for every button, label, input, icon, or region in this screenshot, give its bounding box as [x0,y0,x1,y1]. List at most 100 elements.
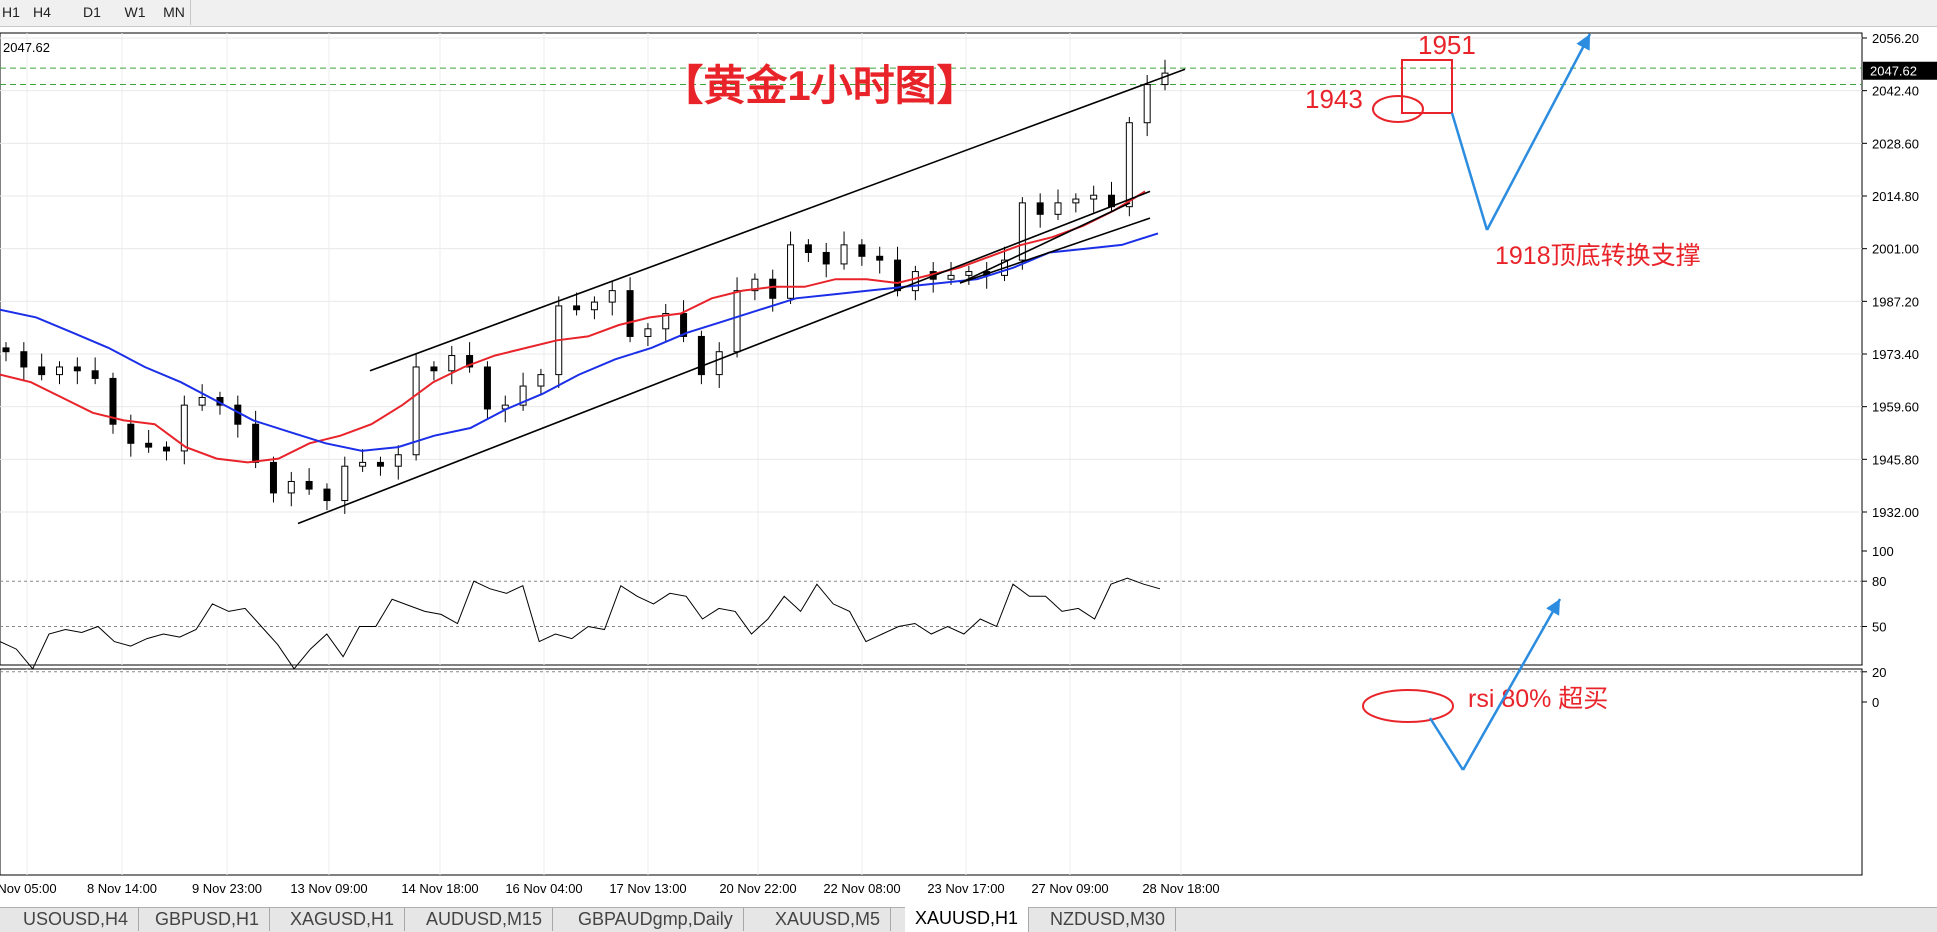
price-tick-label: 2042.40 [1872,84,1919,99]
candle-body [252,423,260,463]
candle-body [466,355,474,368]
timeframe-toolbar: H1 H4 D1 W1 MN [0,0,1937,27]
current-price-label: 2047.62 [1870,64,1917,79]
trendline [959,217,1151,284]
projection-arrow [1450,112,1489,231]
projection-arrow [1485,33,1592,231]
time-tick-label: 28 Nov 18:00 [1142,881,1219,896]
candle-body [573,305,581,311]
candle-body [1143,84,1151,124]
candle-body [947,274,955,280]
projection-arrow [1428,717,1465,771]
candle-body [180,404,188,452]
candle-body [858,244,866,257]
candle-body [697,335,705,376]
price-tick-label: 1973.40 [1872,347,1919,362]
trendlines [297,68,1186,525]
candle-body [769,278,777,299]
candle-body [519,385,527,406]
price-tick-label: 1959.60 [1872,400,1919,415]
tab-gbpusd-h1[interactable]: GBPUSD,H1 [145,908,271,931]
rsi-tick-label: 50 [1872,620,1886,635]
tab-xauusd-h1[interactable]: XAUUSD,H1 [905,907,1030,932]
rsi-frame [0,668,1863,876]
annotation-circle-label: 1943 [1305,84,1363,114]
trendline [959,202,1131,284]
candle-body [1072,198,1080,204]
candle-body [537,374,545,387]
candle-body [341,465,349,502]
annotation-top-label: 1951 [1418,30,1476,60]
candle-body [965,271,973,276]
candle-body [590,301,598,311]
candle-body [662,313,670,330]
candle-body [751,278,759,292]
time-tick-label: 17 Nov 13:00 [609,881,686,896]
candle-body [198,397,206,406]
tab-usousd-h4[interactable]: USOUSD,H4 [13,908,140,931]
candle-body [787,244,795,299]
candle-body [376,461,384,467]
main-chart-frame [0,32,1863,666]
price-tick-label: 1987.20 [1872,294,1919,309]
rsi-tick-label: 80 [1872,574,1886,589]
candle-body [359,461,367,467]
current-price-tag [1863,61,1937,80]
candle-body [1161,72,1169,86]
candle-body [20,351,28,368]
price-tick-label: 2056.20 [1872,31,1919,46]
timeframe-mn-button[interactable]: MN [158,0,191,25]
rsi-tick-label: 100 [1872,544,1894,559]
candle-body [894,259,902,292]
trendline [369,68,1186,372]
candle-body [109,377,117,425]
trendline [297,190,1151,525]
timeframe-d1-button[interactable]: D1 [83,4,101,20]
axes: 2056.20 2042.40 2028.60 2014.80 2001.00 1987.… [0,31,1937,896]
candle-body [822,251,830,265]
price-tick-label: 2001.00 [1872,242,1919,257]
corner-price-label: 2047.62 [3,40,50,55]
candle-body [127,423,135,444]
tab-gbpaudgmp-daily[interactable]: GBPAUDgmp,Daily [568,908,744,931]
projection-arrow [1461,598,1562,771]
candle-body [287,480,295,494]
timeframe-h1-button[interactable]: H1 [2,4,20,20]
candle-body [1090,194,1098,200]
time-tick-label: 8 Nov 14:00 [87,881,157,896]
candle-body [305,480,313,490]
rsi-tick-label: 0 [1872,695,1879,710]
annotation-circle [1372,95,1424,123]
timeframe-w1-button[interactable]: W1 [124,4,146,20]
time-tick-label: Nov 05:00 [0,881,57,896]
candle-body [804,244,812,253]
candle-body [626,290,634,337]
candle-body [38,366,46,376]
candle-body [430,366,438,372]
candle-body [608,290,616,303]
candle-body [91,370,99,379]
candle-body [911,271,919,292]
time-tick-label: 20 Nov 22:00 [719,881,796,896]
timeframe-h4-button[interactable]: H4 [33,4,51,20]
tab-xauusd-m5[interactable]: XAUUSD,M5 [765,908,892,931]
tab-audusd-m15[interactable]: AUDUSD,M15 [416,908,554,931]
candle-body [715,351,723,376]
tab-xagusd-h1[interactable]: XAGUSD,H1 [280,908,406,931]
candle-body [55,366,63,376]
candle-body [840,244,848,265]
tab-nzdusd-m30[interactable]: NZDUSD,M30 [1040,908,1177,931]
candle-body [234,404,242,425]
grid-lines [0,33,1862,875]
annotation-box [1401,59,1453,114]
candle-body [323,488,331,502]
annotations: 【黄金1小时图】 1951 1943 1918顶底转换支撑 rsi 80% 超买 [661,30,1701,771]
candle-body [412,366,420,456]
price-tick-label: 1945.80 [1872,452,1919,467]
ma-fast-line [0,190,1146,464]
candle-body [145,442,153,448]
symbol-tab-bar: USOUSD,H4 GBPUSD,H1 XAGUSD,H1 AUDUSD,M15… [0,907,1937,932]
candle-body [644,328,652,337]
time-tick-label: 22 Nov 08:00 [823,881,900,896]
